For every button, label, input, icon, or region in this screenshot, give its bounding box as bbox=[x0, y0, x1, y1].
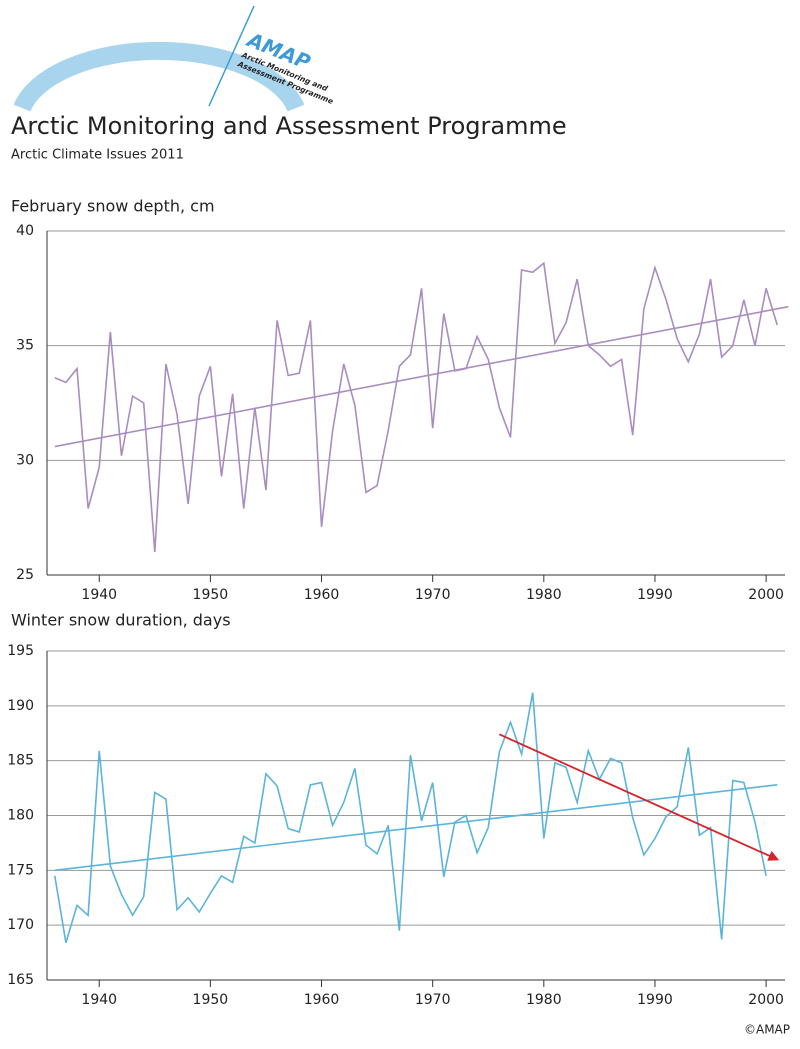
page-subtitle: Arctic Climate Issues 2011 bbox=[11, 148, 184, 163]
x-tick-label: 1940 bbox=[81, 587, 117, 603]
x-tick-label: 1990 bbox=[637, 587, 673, 603]
x-tick-label: 1950 bbox=[193, 587, 229, 603]
x-tick-label: 1990 bbox=[637, 992, 673, 1008]
y-tick-label: 165 bbox=[7, 972, 34, 988]
data-line bbox=[54, 261, 778, 553]
x-tick-label: 2000 bbox=[748, 992, 784, 1008]
x-tick-label: 1970 bbox=[415, 587, 451, 603]
logo-slash bbox=[208, 5, 255, 107]
y-tick-label: 180 bbox=[7, 808, 34, 824]
y-tick-label: 25 bbox=[16, 567, 34, 583]
trend-arrow bbox=[498, 733, 780, 861]
x-tick-label: 1980 bbox=[526, 992, 562, 1008]
chart-title: February snow depth, cm bbox=[11, 197, 215, 216]
y-tick-label: 175 bbox=[7, 862, 34, 878]
logo: AMAP Arctic Monitoring and Assessment Pr… bbox=[13, 5, 335, 112]
page-title: Arctic Monitoring and Assessment Program… bbox=[11, 112, 567, 140]
logo-arc bbox=[13, 41, 305, 112]
x-tick-label: 1970 bbox=[415, 992, 451, 1008]
x-tick-label: 1950 bbox=[193, 992, 229, 1008]
x-tick-label: 1960 bbox=[304, 587, 340, 603]
x-tick-label: 1940 bbox=[81, 992, 117, 1008]
y-tick-label: 195 bbox=[7, 643, 34, 659]
y-tick-label: 170 bbox=[7, 917, 34, 933]
credit: ©AMAP bbox=[744, 1023, 790, 1037]
y-tick-label: 185 bbox=[7, 753, 34, 769]
x-tick-label: 2000 bbox=[748, 587, 784, 603]
x-tick-label: 1960 bbox=[304, 992, 340, 1008]
chart-title: Winter snow duration, days bbox=[11, 611, 231, 630]
trend-line bbox=[54, 783, 778, 872]
y-tick-label: 190 bbox=[7, 698, 34, 714]
trend-line bbox=[54, 305, 789, 448]
x-tick-label: 1980 bbox=[526, 587, 562, 603]
y-tick-label: 30 bbox=[16, 452, 34, 468]
y-tick-label: 35 bbox=[16, 338, 34, 354]
data-line bbox=[53, 692, 767, 943]
y-tick-label: 40 bbox=[16, 223, 34, 239]
